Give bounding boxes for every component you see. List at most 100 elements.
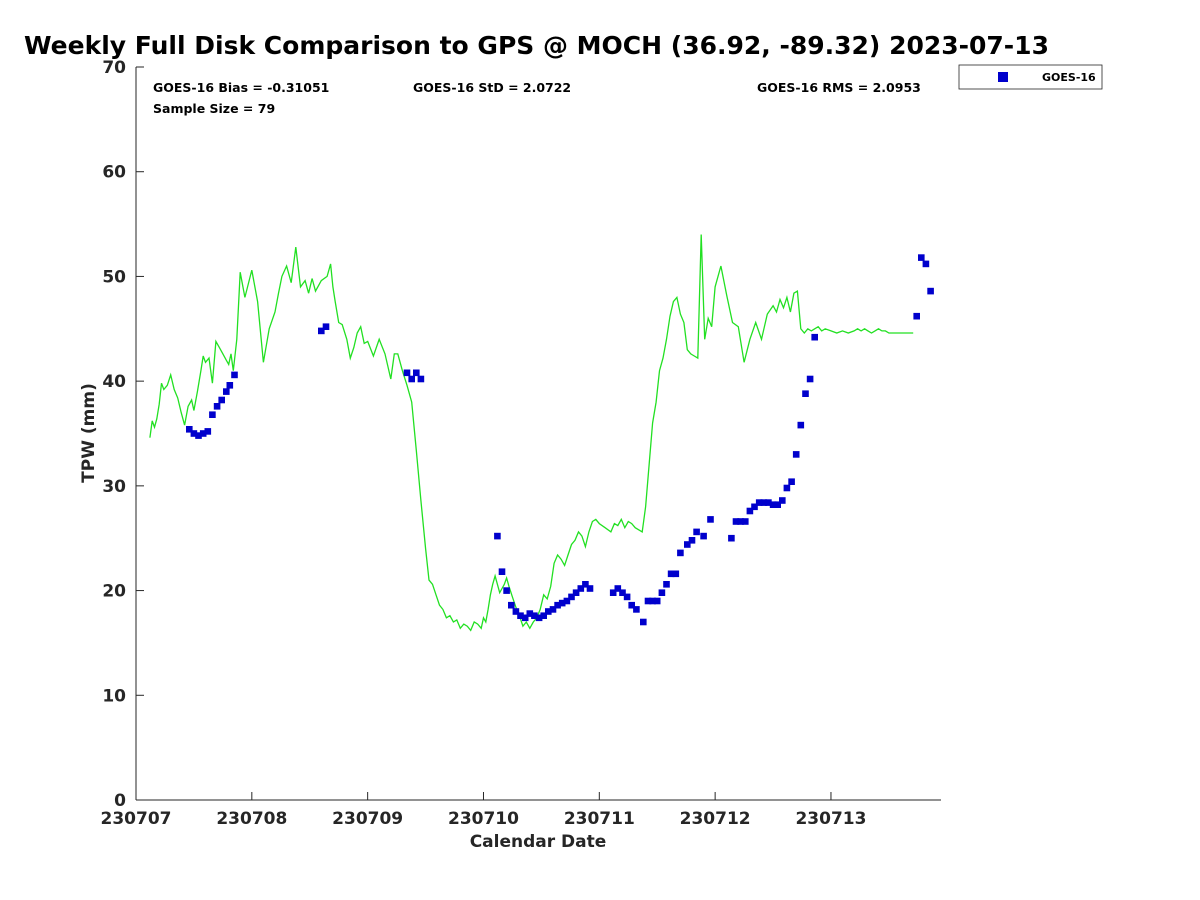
legend: GOES-16 <box>958 64 1103 90</box>
goes-16-point <box>751 503 758 511</box>
goes-16-point <box>540 612 547 619</box>
goes-16-point <box>503 587 510 594</box>
goes-16-point <box>209 411 216 418</box>
bias-stat: GOES-16 Bias = -0.31051 <box>153 80 329 95</box>
y-tick-label: 60 <box>102 163 126 183</box>
goes-16-point <box>913 312 920 320</box>
legend-label: GOES-16 <box>1042 71 1096 84</box>
goes-16-point <box>742 518 749 525</box>
sample-size-stat: Sample Size = 79 <box>153 101 275 116</box>
goes-16-point <box>577 585 585 592</box>
goes-16-point <box>802 390 809 397</box>
goes-16-point <box>732 518 740 525</box>
goes-16-point <box>417 375 425 383</box>
goes-16-point <box>403 369 411 377</box>
goes-16-point <box>707 516 714 523</box>
x-axis-label: Calendar Date <box>470 832 607 852</box>
goes-16-point <box>508 601 515 609</box>
x-tick-label: 230711 <box>564 809 635 829</box>
goes-16-point <box>760 499 768 506</box>
goes-16-point <box>231 371 238 379</box>
goes-16-point <box>521 614 529 622</box>
goes-16-point <box>653 597 661 605</box>
goes-16-point <box>667 570 675 578</box>
goes-16-point <box>737 518 744 525</box>
goes-16-point <box>318 327 325 335</box>
goes-16-point <box>190 430 198 437</box>
rms-stat: GOES-16 RMS = 2.0953 <box>757 80 921 95</box>
goes-16-point <box>788 478 795 485</box>
chart-title: Weekly Full Disk Comparison to GPS @ MOC… <box>24 31 1049 60</box>
goes-16-point <box>226 382 234 389</box>
goes-16-point <box>322 323 330 330</box>
goes-16-point <box>677 549 684 557</box>
x-tick-label: 230710 <box>448 809 519 829</box>
x-tick-label: 230713 <box>795 809 866 829</box>
goes-16-point <box>223 388 230 395</box>
goes-16-point <box>563 597 571 605</box>
legend-box <box>958 64 1103 90</box>
goes-16-point <box>693 528 700 536</box>
goes-16-point <box>700 532 707 540</box>
goes-16-point <box>684 541 691 548</box>
goes-16-point <box>746 507 754 515</box>
x-tick-label: 230708 <box>216 809 287 829</box>
y-tick-label: 20 <box>102 582 126 602</box>
goes-16-point <box>633 606 640 613</box>
y-tick-label: 10 <box>102 686 126 706</box>
goes-16-point <box>797 421 805 429</box>
goes-16-point <box>186 426 193 433</box>
goes-16-point <box>640 618 647 626</box>
goes-16-point <box>922 260 930 268</box>
y-axis-label: TPW (mm) <box>79 383 99 483</box>
goes-16-point <box>783 484 791 492</box>
goes-16-point <box>918 254 925 261</box>
x-tick-label: 230707 <box>101 809 172 829</box>
goes-16-point <box>811 333 818 341</box>
goes-16-point <box>554 601 561 609</box>
goes-16-point <box>609 589 617 596</box>
goes-16-point <box>204 428 212 435</box>
goes-16-point <box>517 612 524 619</box>
goes-16-point <box>688 537 696 544</box>
goes-16-point <box>658 589 666 596</box>
goes-16-point <box>526 610 534 617</box>
goes-16-point <box>218 396 225 404</box>
std-stat: GOES-16 StD = 2.0722 <box>413 80 571 95</box>
goes-16-point <box>199 430 207 437</box>
goes-16-point <box>586 585 594 592</box>
x-tick-label: 230712 <box>680 809 751 829</box>
y-tick-label: 30 <box>102 477 126 497</box>
goes-16-point <box>195 432 202 439</box>
goes-16-point <box>628 601 635 609</box>
plot-area: 0 10 20 30 40 50 60 70 230707 230708 230709 230710 2… <box>101 58 941 829</box>
goes-16-point <box>558 599 566 607</box>
goes-16-point <box>614 585 622 592</box>
goes-16-point <box>413 369 420 377</box>
goes-16-point <box>649 597 656 605</box>
legend-marker <box>998 72 1008 82</box>
goes-16-point <box>806 375 814 383</box>
goes-16-point <box>765 499 772 506</box>
goes-16-point <box>779 497 786 504</box>
goes-16-point <box>572 589 580 596</box>
goes-16-point <box>792 451 800 458</box>
goes-16-point <box>549 606 557 613</box>
goes-16-point <box>927 287 934 295</box>
x-tick-label: 230709 <box>332 809 403 829</box>
goes-16-point <box>213 403 221 410</box>
goes-16-point <box>512 608 520 615</box>
goes-16-point <box>582 581 589 588</box>
goes-16-point <box>619 589 626 596</box>
goes-16-point <box>755 499 763 506</box>
goes-16-point <box>531 612 538 619</box>
goes-16-point <box>568 593 575 601</box>
goes-16-point <box>623 593 631 601</box>
goes-16-point <box>535 614 543 622</box>
gps-series-line <box>149 234 914 632</box>
goes-16-point <box>545 608 552 615</box>
goes-16-point <box>728 534 735 542</box>
y-tick-label: 40 <box>102 372 126 392</box>
goes-16-point <box>663 581 670 588</box>
